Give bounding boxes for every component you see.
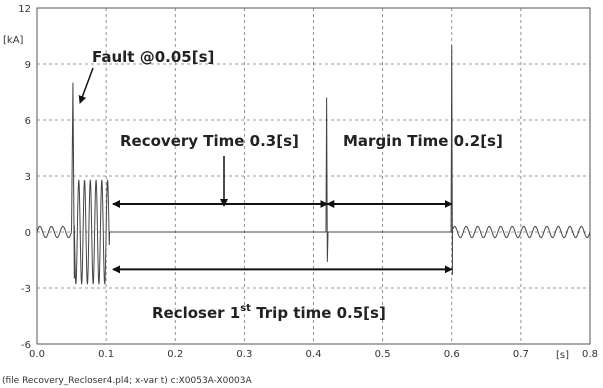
annotation-recloser-label: Recloser 1st Trip time 0.5[s] xyxy=(152,303,386,322)
tick-labels: 0.0 0.1 0.2 0.3 0.4 0.5 0.6 0.7 0.8 -6 -3 0 3 6 9 12 xyxy=(18,4,598,360)
annotation-recloser-sup: st xyxy=(240,303,251,314)
y-axis-label: [kA] xyxy=(3,35,24,46)
annotation-recovery-label: Recovery Time 0.3[s] xyxy=(120,132,299,150)
x-tick-label: 0.3 xyxy=(236,349,252,360)
x-tick-label: 0.8 xyxy=(582,349,598,360)
series-current-line xyxy=(36,45,591,285)
x-tick-label: 0.4 xyxy=(306,349,322,360)
y-tick-label: -6 xyxy=(21,340,31,351)
y-tick-label: -3 xyxy=(21,284,31,295)
x-tick-label: 0.6 xyxy=(444,349,460,360)
x-tick-label: 0.2 xyxy=(167,349,183,360)
annotation-fault-arrow xyxy=(78,67,94,104)
y-tick-label: 3 xyxy=(25,172,31,183)
x-axis-unit: [s] xyxy=(556,350,569,361)
y-tick-label: 0 xyxy=(25,228,31,239)
annotation-margin-label: Margin Time 0.2[s] xyxy=(343,132,503,150)
annotation-recloser-rest: Trip time 0.5[s] xyxy=(251,304,386,322)
x-tick-label: 0.5 xyxy=(375,349,391,360)
annotations: Fault @0.05[s] Recovery Time 0.3[s] Marg… xyxy=(78,48,503,322)
x-tick-label: 0.0 xyxy=(29,349,45,360)
x-tick-label: 0.7 xyxy=(513,349,529,360)
y-tick-label: 9 xyxy=(25,60,31,71)
y-tick-label: 12 xyxy=(18,4,31,15)
y-tick-label: 6 xyxy=(25,116,31,127)
annotation-fault-label: Fault @0.05[s] xyxy=(92,48,214,66)
annotation-recloser-main: Recloser 1 xyxy=(152,304,240,322)
chart-footer: (file Recovery_Recloser4.pl4; x-var t) c… xyxy=(2,376,253,386)
x-tick-label: 0.1 xyxy=(98,349,114,360)
